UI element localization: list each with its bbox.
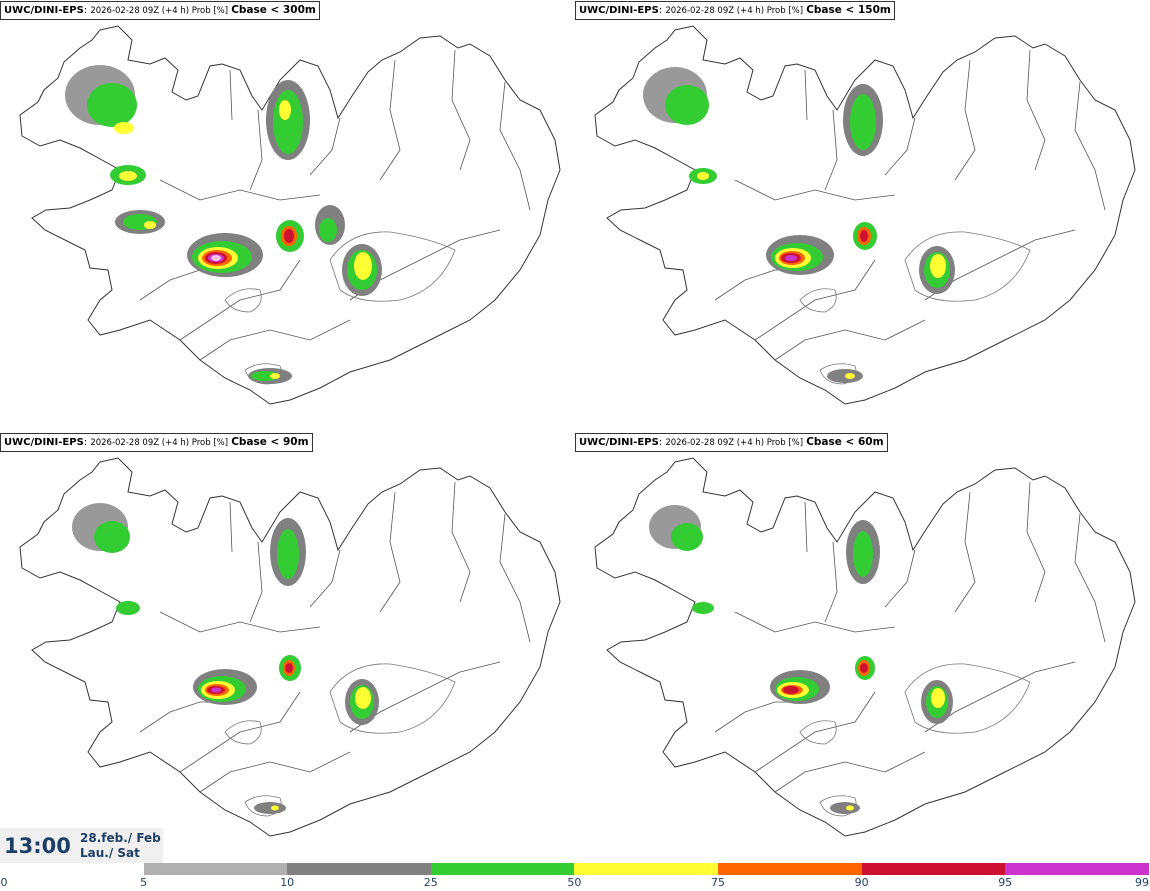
- threshold-label: Cbase < 60m: [806, 436, 884, 448]
- iceland-map: [594, 25, 1136, 405]
- probability-overlay: [643, 67, 955, 383]
- colorbar-segment: [143, 863, 288, 875]
- probability-overlay: [72, 503, 379, 814]
- colorbar-tick-label: 90: [854, 876, 869, 889]
- map-panel-cbase-90: UWC/DINI-EPS: 2026-02-28 09Z (+4 h) Prob…: [0, 432, 575, 862]
- colorbar-tick-label: 75: [711, 876, 725, 889]
- colorbar-tick-label: 0: [0, 876, 8, 889]
- panel-title: UWC/DINI-EPS: 2026-02-28 09Z (+4 h) Prob…: [0, 433, 313, 452]
- threshold-label: Cbase < 150m: [806, 4, 891, 16]
- run-info: 2026-02-28 09Z (+4 h) Prob [%]: [90, 6, 229, 16]
- threshold-label: Cbase < 300m: [231, 4, 316, 16]
- panel-title: UWC/DINI-EPS: 2026-02-28 09Z (+4 h) Prob…: [575, 433, 888, 452]
- probability-colorbar: [0, 863, 1150, 875]
- model-name: UWC/DINI-EPS: [579, 437, 659, 448]
- colorbar-ticks: 0 5 10 25 50 75 90 95 99: [0, 876, 1150, 890]
- run-info: 2026-02-28 09Z (+4 h) Prob [%]: [90, 438, 229, 448]
- run-info: 2026-02-28 09Z (+4 h) Prob [%]: [665, 6, 804, 16]
- threshold-label: Cbase < 90m: [231, 436, 309, 448]
- colorbar-tick-label: 5: [140, 876, 148, 889]
- iceland-map: [19, 457, 561, 837]
- colorbar-segment: [861, 863, 1006, 875]
- colorbar-segment: [718, 863, 862, 875]
- probability-overlay: [649, 505, 953, 814]
- colorbar-segment: [287, 863, 431, 875]
- valid-weekday: Lau./ Sat: [80, 846, 140, 860]
- colorbar-tick-label: 50: [567, 876, 582, 889]
- colorbar-segment: [1005, 863, 1149, 875]
- colorbar-segment: [430, 863, 575, 875]
- run-info: 2026-02-28 09Z (+4 h) Prob [%]: [665, 438, 804, 448]
- map-panel-cbase-150: UWC/DINI-EPS: 2026-02-28 09Z (+4 h) Prob…: [575, 0, 1150, 430]
- valid-time-box: 13:00 28.feb./ Feb Lau./ Sat: [0, 828, 163, 868]
- iceland-map: [19, 25, 561, 405]
- colorbar-tick-label: 95: [998, 876, 1013, 889]
- iceland-map: [594, 457, 1136, 837]
- map-panel-cbase-60: UWC/DINI-EPS: 2026-02-28 09Z (+4 h) Prob…: [575, 432, 1150, 862]
- probability-overlay: [65, 65, 382, 384]
- colorbar-segment: [0, 863, 144, 875]
- colorbar-tick-label: 10: [280, 876, 295, 889]
- colorbar-tick-label: 99: [1135, 876, 1149, 889]
- colorbar-tick-label: 25: [423, 876, 438, 889]
- model-name: UWC/DINI-EPS: [4, 5, 84, 16]
- model-name: UWC/DINI-EPS: [4, 437, 84, 448]
- map-panel-cbase-300: UWC/DINI-EPS: 2026-02-28 09Z (+4 h) Prob…: [0, 0, 575, 430]
- colorbar-segment: [574, 863, 718, 875]
- valid-time: 13:00: [4, 834, 71, 858]
- model-name: UWC/DINI-EPS: [579, 5, 659, 16]
- valid-date: 28.feb./ Feb: [80, 831, 161, 845]
- panel-title: UWC/DINI-EPS: 2026-02-28 09Z (+4 h) Prob…: [0, 1, 320, 20]
- panel-title: UWC/DINI-EPS: 2026-02-28 09Z (+4 h) Prob…: [575, 1, 895, 20]
